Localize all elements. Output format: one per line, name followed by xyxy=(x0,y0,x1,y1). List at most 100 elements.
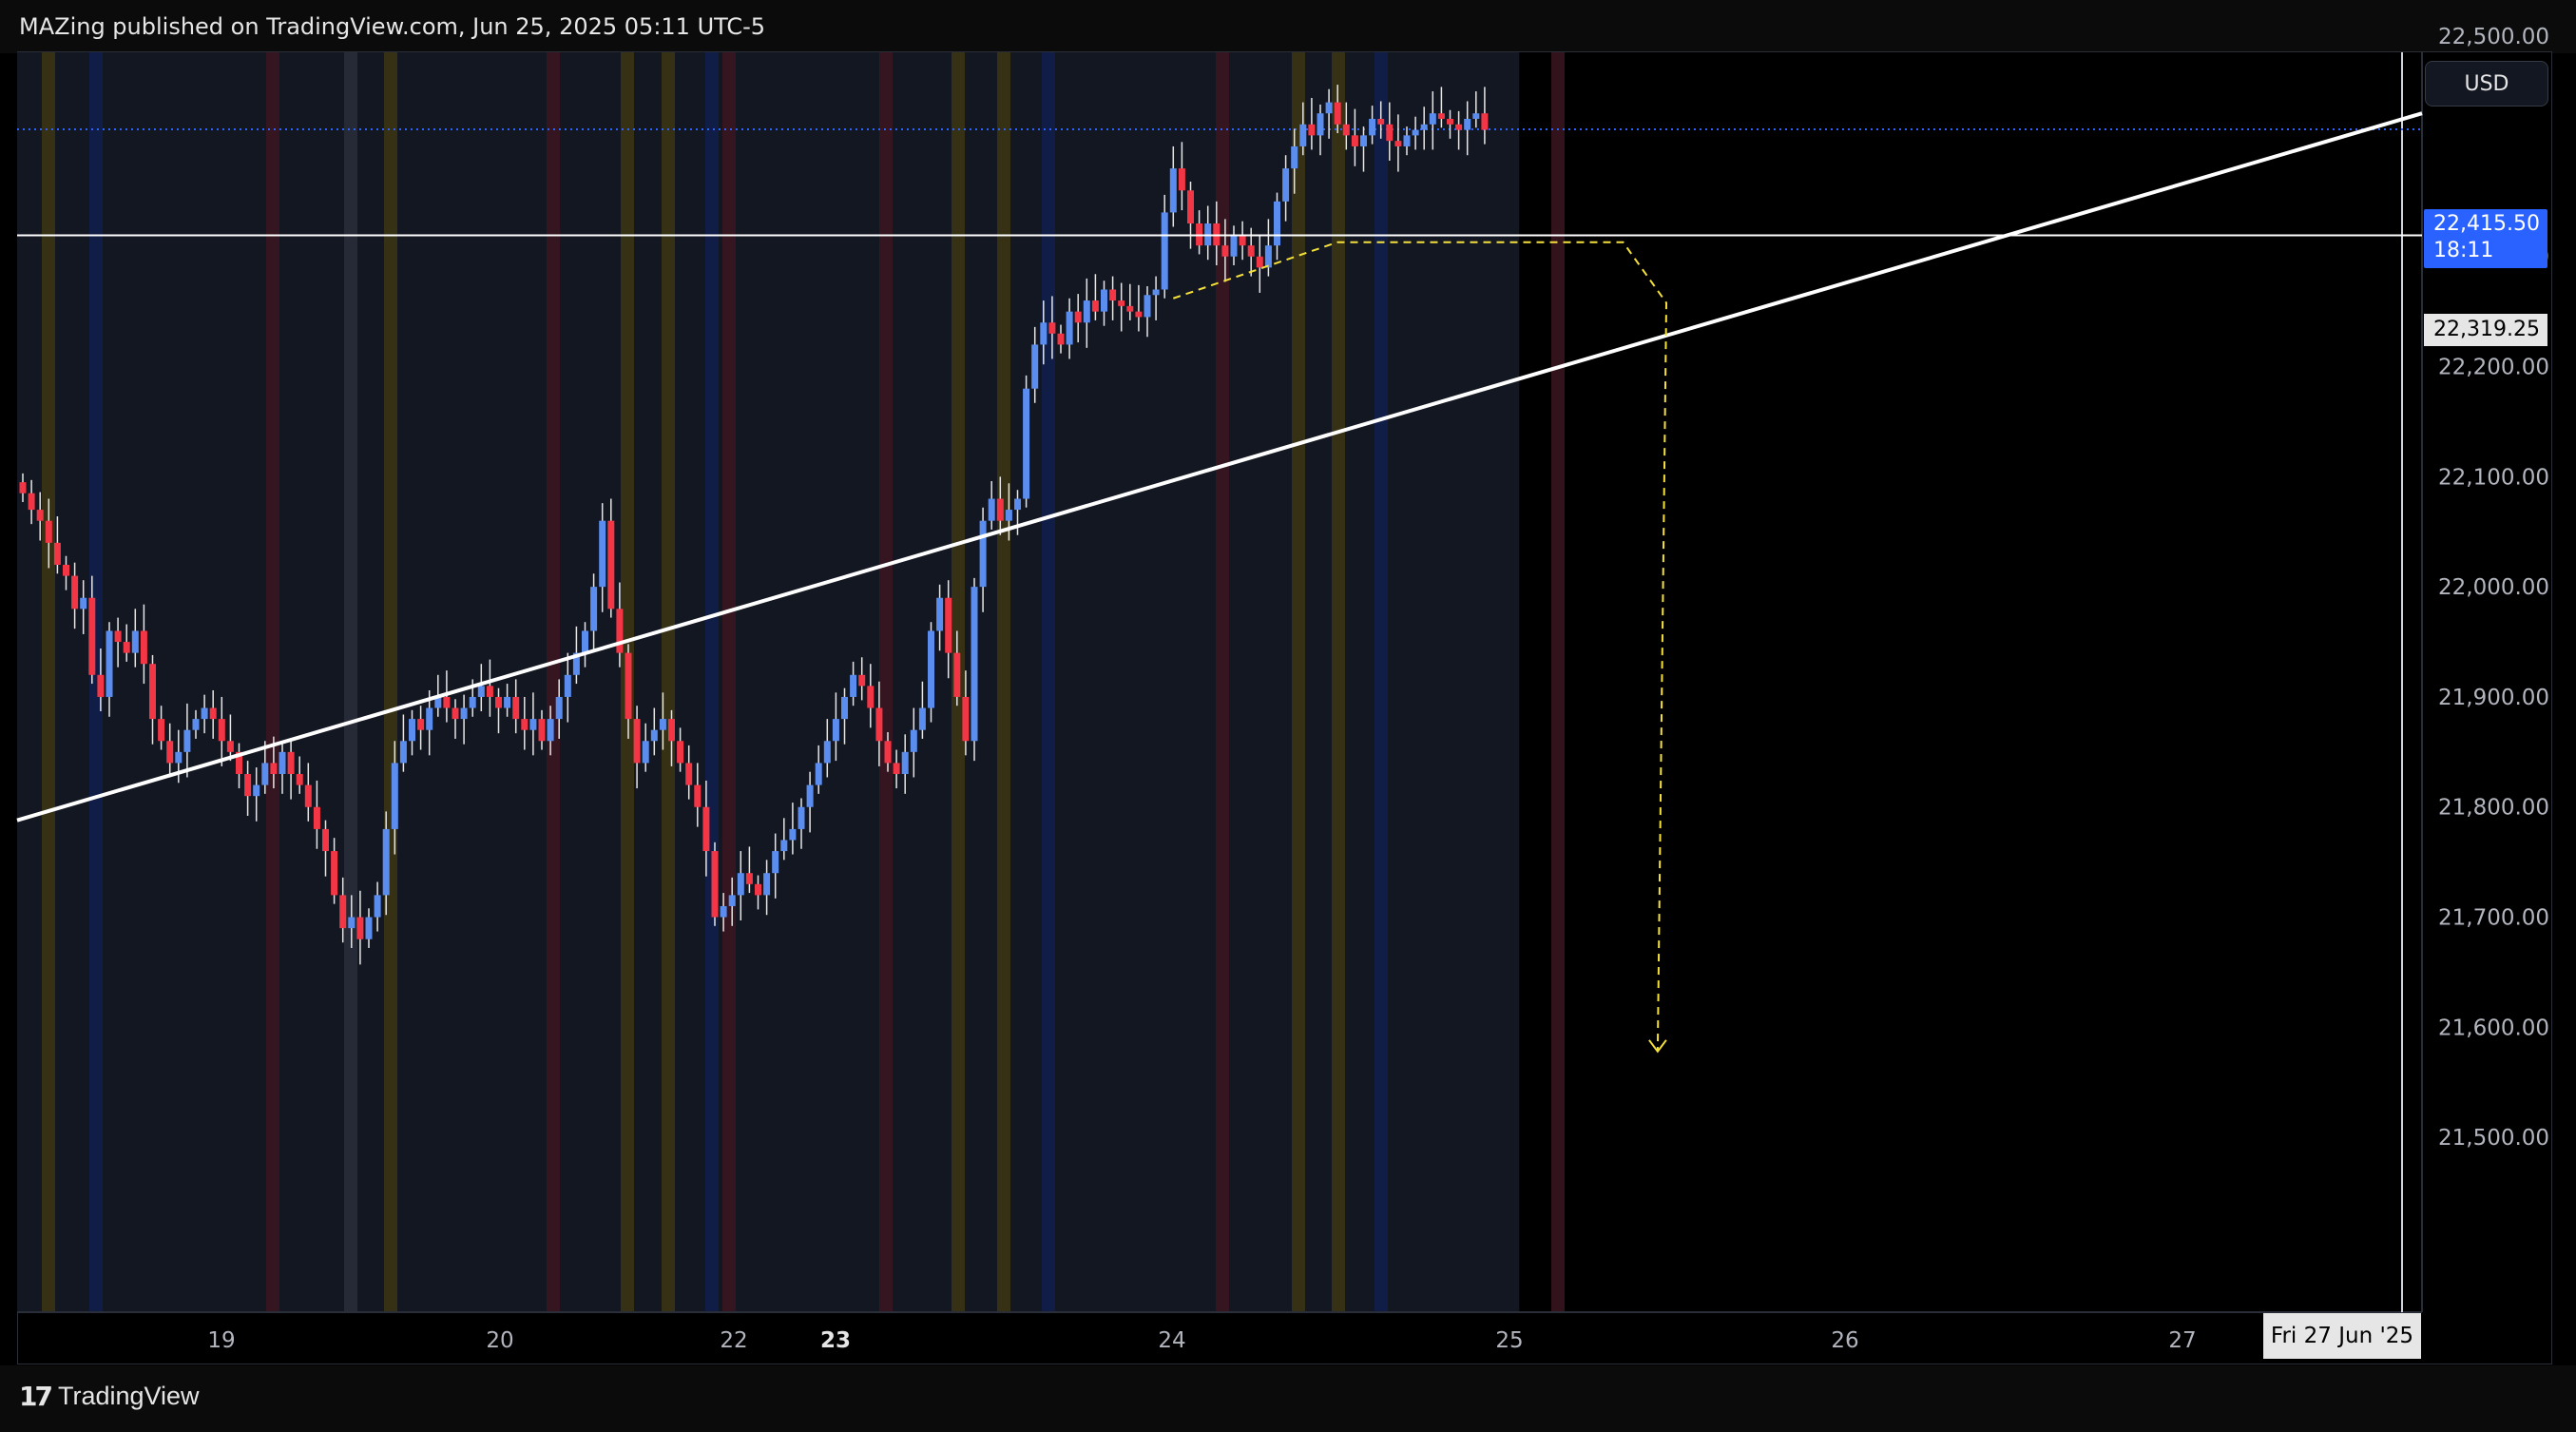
candle-body xyxy=(1178,168,1185,191)
time-axis-label: 22 xyxy=(720,1328,747,1353)
candle-body xyxy=(737,873,744,896)
candle-body xyxy=(953,652,961,697)
candle-body xyxy=(313,806,320,829)
candle-body xyxy=(625,652,632,720)
price-axis-label: 22,000.00 xyxy=(2438,575,2549,600)
candle-body xyxy=(832,719,839,742)
candle-body xyxy=(348,917,356,929)
candle-body xyxy=(850,674,857,697)
candle-body xyxy=(979,520,987,588)
candle-body xyxy=(97,674,105,697)
candle-body xyxy=(339,895,347,929)
session-stripe xyxy=(89,52,103,1312)
last-price-tag: 22,415.50 18:11 xyxy=(2424,209,2547,268)
session-stripe xyxy=(997,52,1010,1312)
candle-body xyxy=(590,587,598,631)
candle-body xyxy=(1420,124,1428,130)
session-stripe xyxy=(1332,52,1345,1312)
candle-body xyxy=(114,630,122,643)
candle-body xyxy=(867,686,875,708)
candle-body xyxy=(1040,322,1048,345)
attribution-bar: MAZing published on TradingView.com, Jun… xyxy=(0,0,2576,53)
candle-body xyxy=(996,498,1004,521)
time-axis-label: 24 xyxy=(1158,1328,1185,1353)
candle-body xyxy=(1109,289,1117,301)
candle-body xyxy=(1464,118,1471,130)
footer-bar xyxy=(0,1365,2576,1432)
candle-body xyxy=(434,696,442,708)
candle-body xyxy=(1282,168,1290,202)
projection-arrowhead-icon xyxy=(1648,1039,1667,1054)
candle-body xyxy=(1317,113,1324,136)
candle-body xyxy=(158,719,165,742)
price-axis-label: 21,700.00 xyxy=(2438,906,2549,931)
tradingview-logo[interactable]: 17 TradingView xyxy=(19,1381,200,1412)
currency-button[interactable]: USD xyxy=(2425,61,2548,106)
session-stripe xyxy=(662,52,675,1312)
candle-body xyxy=(1481,113,1489,130)
candle-body xyxy=(1221,245,1229,257)
candle-body xyxy=(780,840,788,852)
candle-body xyxy=(616,609,624,653)
candle-body xyxy=(218,719,225,742)
candle-body xyxy=(823,741,831,764)
candle-body xyxy=(287,751,295,775)
candle-body xyxy=(71,575,79,610)
candle-body xyxy=(1169,168,1177,213)
candle-body xyxy=(1101,289,1107,312)
candle-body xyxy=(1291,145,1298,169)
candle-body xyxy=(564,674,571,697)
price-axis-label: 21,500.00 xyxy=(2438,1126,2549,1151)
candle-body xyxy=(928,630,934,708)
candle-body xyxy=(279,751,286,775)
candle-body xyxy=(1239,234,1246,246)
tradingview-logo-text: TradingView xyxy=(57,1382,200,1410)
price-axis-label: 21,900.00 xyxy=(2438,686,2549,710)
time-axis-label: 27 xyxy=(2168,1328,2196,1353)
candle-body xyxy=(512,696,520,720)
candle-body xyxy=(253,784,260,797)
candle-body xyxy=(1057,333,1065,345)
candle-body xyxy=(547,719,554,742)
candle-body xyxy=(650,729,658,742)
candle-body xyxy=(1386,124,1394,142)
candle-body xyxy=(529,719,537,730)
candle-body xyxy=(149,664,156,720)
candle-body xyxy=(1377,118,1385,125)
candle-body xyxy=(1403,135,1411,146)
candle-body xyxy=(815,763,822,785)
candle-body xyxy=(1455,124,1463,130)
price-axis-label: 22,500.00 xyxy=(2438,25,2549,49)
candle-body xyxy=(183,729,191,752)
candle-body xyxy=(1308,124,1316,136)
candle-body xyxy=(226,741,234,752)
candle-body xyxy=(417,719,425,730)
candle-body xyxy=(106,630,113,697)
candle-body xyxy=(175,751,183,764)
candle-body xyxy=(677,741,684,764)
candle-body xyxy=(1091,300,1099,312)
candle-body xyxy=(1118,300,1125,306)
candle-body xyxy=(521,719,529,730)
candle-body xyxy=(702,806,710,852)
candle-body xyxy=(841,696,848,720)
candle-body xyxy=(236,751,242,775)
candle-body xyxy=(962,696,970,742)
candle-body xyxy=(261,763,269,785)
candle-body xyxy=(728,895,736,906)
candle-body xyxy=(538,719,546,742)
candle-body xyxy=(1325,102,1333,114)
projection-path[interactable] xyxy=(1172,241,1668,1052)
candle-body xyxy=(901,751,909,775)
candle-body xyxy=(1023,388,1030,499)
candle-body xyxy=(659,719,666,730)
price-axis-label: 22,100.00 xyxy=(2438,465,2549,490)
candle-body xyxy=(1187,190,1194,224)
price-axis-label: 21,600.00 xyxy=(2438,1016,2549,1040)
trendline[interactable] xyxy=(16,111,2423,822)
session-stripe xyxy=(547,52,560,1312)
candle-body xyxy=(80,597,87,610)
candle-body xyxy=(755,883,761,896)
candle-body xyxy=(63,564,69,576)
